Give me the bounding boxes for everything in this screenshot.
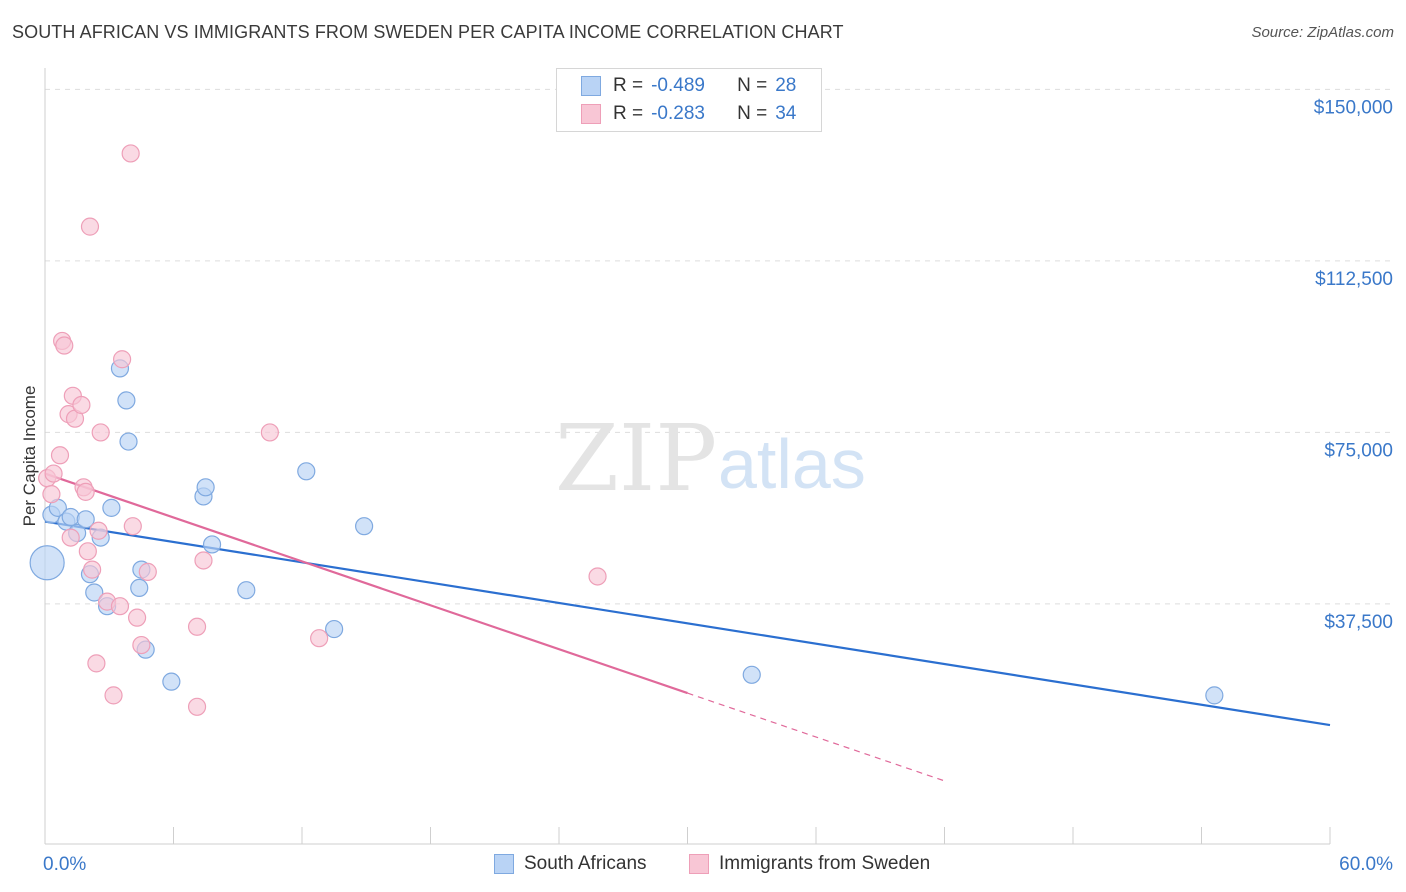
sweden-point [87, 654, 106, 673]
south-african-point [29, 545, 65, 581]
y-tick-label: $37,500 [1324, 612, 1393, 633]
sweden-point [72, 395, 91, 415]
legend-r-value: -0.283 [651, 103, 705, 124]
watermark-zip: ZIP [555, 405, 717, 512]
south-african-point [119, 432, 138, 451]
trend-line-sweden-extension [687, 692, 945, 782]
sweden-point [55, 336, 74, 355]
bottom-legend-sweden: Immigrants from Sweden [689, 851, 930, 877]
grid-layer [45, 88, 1392, 605]
south-african-point [196, 478, 215, 497]
south-african-point [237, 581, 256, 600]
trend-line-sweden [44, 472, 688, 695]
sweden-point [310, 629, 329, 648]
sweden-point [194, 551, 213, 570]
y-tick-label: $150,000 [1314, 97, 1393, 118]
legend-r-value: -0.489 [651, 75, 705, 96]
trend-layer [44, 472, 1331, 782]
sweden-point [132, 635, 151, 655]
legend-n-value: 34 [775, 103, 797, 124]
y-tick-label: $112,500 [1315, 269, 1393, 290]
legend-r-label: R = [613, 103, 644, 124]
sweden-point [138, 562, 157, 581]
sweden-point [83, 560, 102, 579]
source-credit: Source: ZipAtlas.com [1251, 24, 1394, 41]
legend-n-value: 28 [775, 75, 797, 96]
south-african-point [742, 665, 761, 684]
watermark: ZIP atlas [555, 405, 866, 512]
blue-swatch-icon [494, 854, 514, 874]
south-african-point [76, 510, 95, 529]
sweden-point [187, 617, 207, 636]
x-tick-label: 0.0% [43, 854, 86, 875]
point-layer [29, 144, 1224, 716]
bottom-legend-label: South Africans [524, 853, 647, 874]
south-african-point [85, 583, 104, 602]
sweden-point [89, 521, 108, 540]
label-layer: $37,500 $75,000 $112,500 $150,000 0.0% 60.0% [43, 97, 1393, 875]
legend-row-south-africans: R = -0.489 N = 28 [581, 72, 796, 100]
south-african-point [202, 535, 222, 554]
sweden-point [121, 144, 140, 163]
legend-n-label: N = [737, 75, 768, 96]
sweden-point [80, 217, 100, 236]
south-african-point [1205, 686, 1224, 705]
trend-line-south-africans [44, 520, 1331, 727]
sweden-point [61, 528, 80, 547]
sweden-point [187, 697, 207, 716]
south-african-point [297, 462, 316, 481]
pink-swatch-icon [689, 854, 709, 874]
bottom-legend-label: Immigrants from Sweden [719, 853, 931, 874]
south-african-point [325, 619, 344, 639]
south-african-point [102, 498, 121, 517]
blue-swatch-icon [581, 76, 601, 96]
sweden-point [44, 464, 63, 483]
south-african-point [61, 507, 80, 527]
sweden-point [588, 567, 607, 586]
legend-n-label: N = [737, 103, 768, 124]
south-african-point [162, 672, 181, 691]
y-axis-label: Per Capita Income [20, 386, 39, 527]
south-african-point [355, 517, 374, 536]
chart-title: SOUTH AFRICAN VS IMMIGRANTS FROM SWEDEN … [12, 22, 844, 42]
correlation-legend: R = -0.489 N = 28 R = -0.283 N = 34 [556, 68, 822, 132]
y-tick-label: $75,000 [1324, 440, 1393, 461]
sweden-point [127, 608, 147, 627]
legend-r-label: R = [613, 75, 644, 96]
axis-layer [44, 68, 1331, 845]
sweden-point [50, 446, 70, 465]
x-tick-label: 60.0% [1339, 854, 1393, 875]
sweden-point [260, 423, 279, 442]
sweden-point [110, 597, 130, 616]
sweden-point [104, 686, 123, 705]
legend-row-sweden: R = -0.283 N = 34 [581, 100, 796, 128]
sweden-point [91, 423, 110, 442]
south-african-point [117, 391, 136, 410]
south-african-point [130, 578, 149, 598]
sweden-point [112, 350, 132, 369]
sweden-point [78, 542, 97, 561]
sweden-point [42, 485, 61, 504]
watermark-atlas: atlas [718, 425, 866, 503]
bottom-legend-south-africans: South Africans [494, 851, 647, 877]
sweden-point [76, 482, 95, 501]
pink-swatch-icon [581, 104, 601, 124]
sweden-point [123, 517, 142, 536]
